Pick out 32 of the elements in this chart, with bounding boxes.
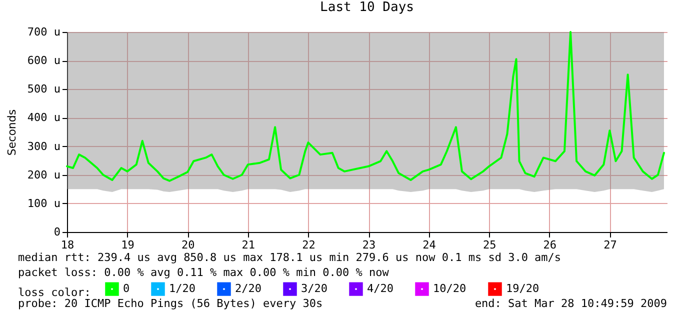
text: packet loss: 0.00 % avg 0.11 % max 0.00 % min 0.00 % now: [18, 266, 390, 279]
x-tick-label: 20: [181, 238, 195, 252]
legend-label: 4/20: [367, 282, 394, 296]
legend-label: 3/20: [301, 282, 328, 296]
text: probe: 20 ICMP Echo Pings (56 Bytes) every 30s: [18, 297, 323, 310]
text: median rtt: 239.4 us avg 850.8 us max 178.1 us min 279.6 us now 0.1 ms sd 3.0 am/s: [18, 251, 562, 264]
x-tick-label: 27: [604, 238, 617, 252]
legend-title: loss color:: [18, 286, 91, 299]
legend-label: 10/20: [433, 282, 466, 296]
x-tick-label: 19: [121, 238, 134, 252]
text: end: Sat Mar 28 10:49:59 2009: [474, 297, 667, 310]
x-tick-label: 26: [543, 238, 557, 252]
y-tick-label: 700 u: [27, 26, 60, 38]
y-tick-label: 300 u: [27, 140, 60, 153]
y-axis-title: Seconds: [5, 109, 18, 156]
legend-label: 19/20: [506, 282, 540, 296]
x-tick-label: 25: [482, 238, 496, 252]
y-tick-label: 400 u: [27, 111, 60, 124]
x-tick-label: 22: [302, 238, 316, 252]
y-tick-label: 500 u: [27, 82, 60, 96]
y-tick-label: 600 u: [27, 54, 60, 68]
x-tick-label: 18: [60, 238, 74, 252]
legend-label: 0: [123, 282, 130, 296]
legend-label: 2/20: [235, 282, 262, 296]
chart-title: Last 10 Days: [320, 0, 414, 15]
y-tick-label: 100 u: [27, 196, 60, 210]
y-tick-label: 200 u: [27, 168, 60, 182]
y-tick-label: 0: [54, 226, 60, 238]
legend-label: 1/20: [169, 282, 196, 296]
x-tick-label: 21: [242, 238, 256, 252]
x-tick-label: 24: [422, 238, 436, 252]
x-tick-label: 23: [362, 238, 376, 252]
